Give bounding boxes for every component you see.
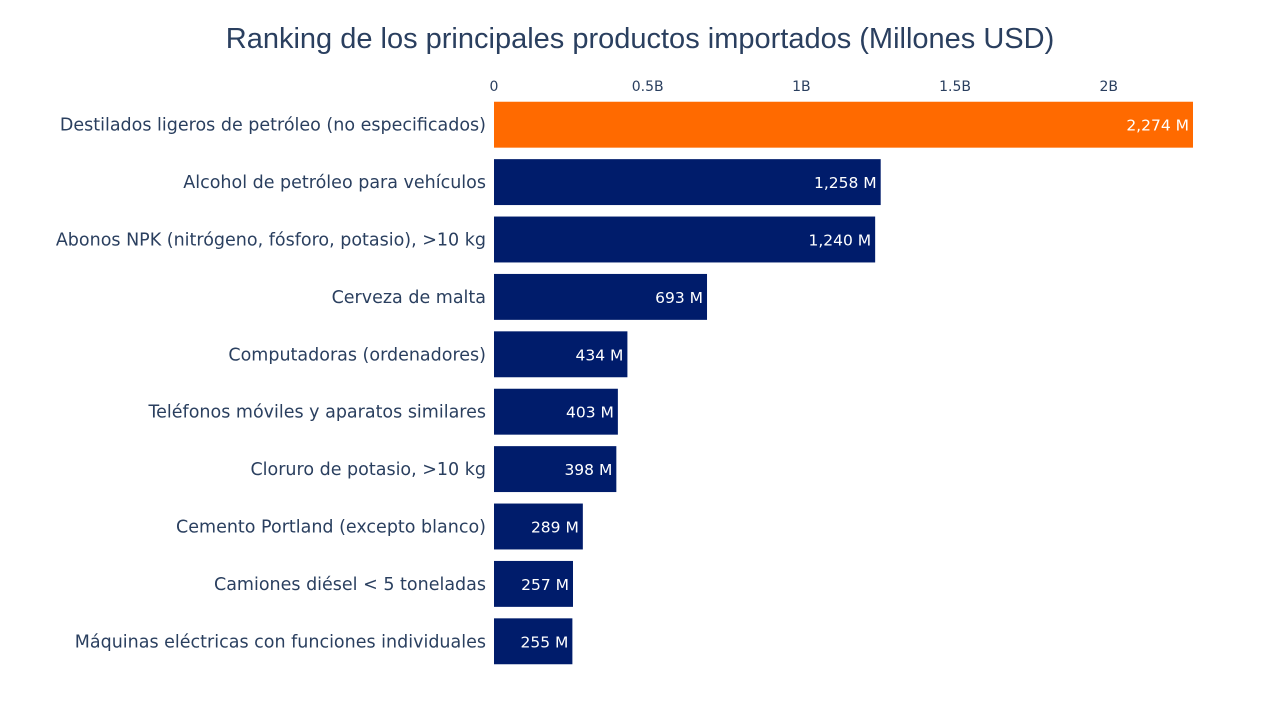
x-tick-label: 2B (1100, 79, 1119, 95)
bar (494, 618, 573, 665)
x-axis: 0 0.5B 1B 1.5B 2B (490, 79, 1118, 95)
bar (494, 101, 1193, 148)
bar-value-label: 434 M (576, 346, 624, 364)
bar-value-label: 257 M (521, 576, 569, 594)
bar-value-label: 398 M (564, 461, 612, 479)
x-tick-label: 1.5B (939, 79, 971, 95)
x-tick-label: 1B (792, 79, 811, 95)
bars (494, 101, 1193, 665)
category-label: Computadoras (ordenadores) (228, 345, 486, 365)
bar (494, 446, 617, 493)
category-label: Cemento Portland (excepto blanco) (176, 518, 486, 538)
category-label: Alcohol de petróleo para vehículos (183, 173, 486, 193)
category-label: Teléfonos móviles y aparatos similares (147, 403, 486, 423)
bar-value-label: 1,258 M (814, 174, 877, 192)
category-label: Camiones diésel < 5 toneladas (214, 575, 486, 595)
bar-value-label: 1,240 M (808, 232, 871, 250)
category-label: Cloruro de potasio, >10 kg (250, 460, 486, 480)
bar-value-label: 289 M (531, 519, 579, 537)
bar (494, 388, 618, 435)
category-label: Cerveza de malta (332, 288, 486, 308)
category-label: Destilados ligeros de petróleo (no espec… (60, 116, 486, 136)
category-label: Abonos NPK (nitrógeno, fósforo, potasio)… (56, 231, 486, 251)
x-tick-label: 0 (490, 79, 499, 95)
bar (494, 331, 628, 378)
bar-value-label: 2,274 M (1126, 117, 1189, 135)
bar (494, 216, 876, 263)
x-tick-label: 0.5B (632, 79, 664, 95)
chart-title: Ranking de los principales productos imp… (226, 23, 1054, 55)
y-axis: Destilados ligeros de petróleo (no espec… (56, 116, 486, 653)
bar (494, 273, 708, 320)
bar (494, 159, 881, 206)
bar (494, 503, 583, 550)
bar (494, 560, 573, 607)
bar-labels: 2,274 M 1,258 M 1,240 M 693 M 434 M 403 M 398 … (520, 117, 1189, 652)
bar-value-label: 403 M (566, 404, 614, 422)
category-label: Máquinas eléctricas con funciones indivi… (75, 632, 486, 652)
bar-value-label: 255 M (520, 633, 568, 651)
bar-value-label: 693 M (655, 289, 703, 307)
